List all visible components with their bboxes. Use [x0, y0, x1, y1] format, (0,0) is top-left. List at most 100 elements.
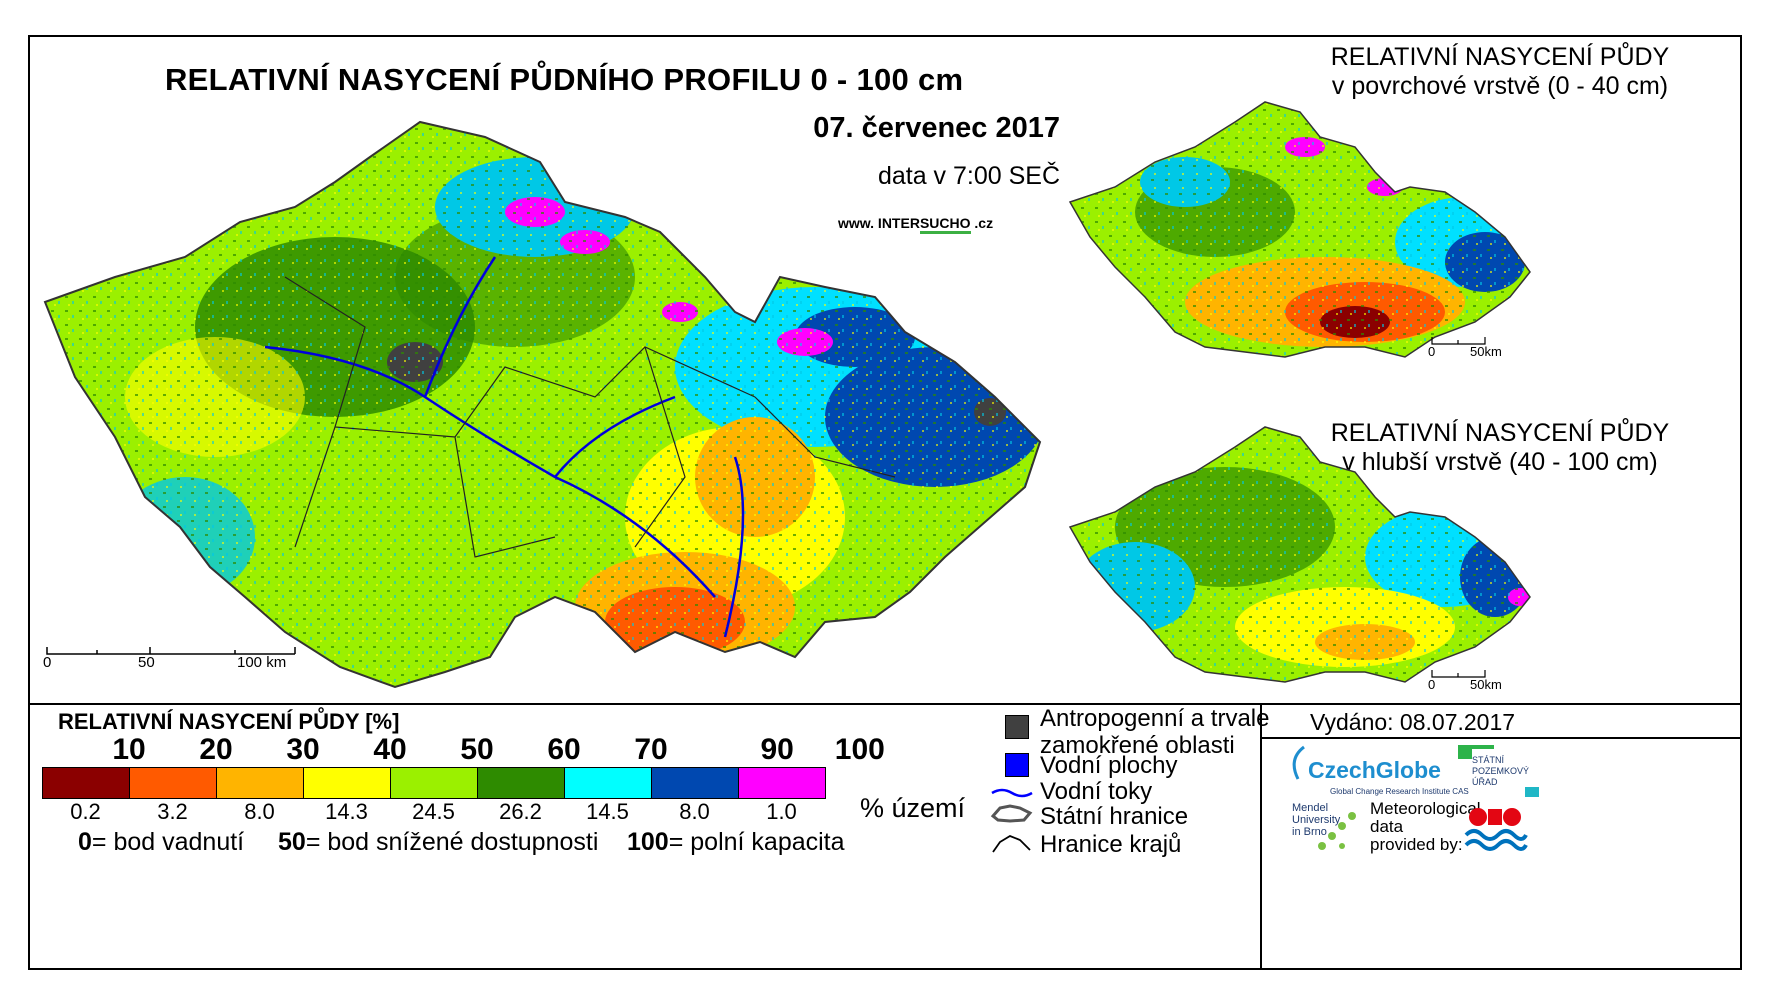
legend-def-capacity-text: = polní kapacita [668, 828, 845, 856]
mendel-line2: University [1292, 814, 1341, 826]
spu-logo-icon [1458, 745, 1472, 759]
legend-pct-0: 0.2 [70, 799, 101, 824]
legend-tick-50: 50 [460, 733, 494, 766]
inset-bottom-scale-0: 0 [1428, 677, 1436, 692]
website-prefix: www. INTER [838, 215, 920, 231]
legend-def-reduced-text: = bod snížené dostupnosti [305, 828, 599, 856]
legend-pct-2: 8.0 [244, 799, 275, 824]
spu-line3: ÚŘAD [1472, 777, 1498, 787]
inset-top-title-line2: v povrchové vrstvě (0 - 40 cm) [1331, 72, 1669, 100]
footer-divider-horizontal [1260, 737, 1742, 739]
main-title: RELATIVNÍ NASYCENÍ PŮDNÍHO PROFILU 0 - 1… [165, 62, 964, 97]
main-map [43, 120, 1042, 689]
state-border-icon [990, 804, 1033, 823]
legend-swatch-8 [738, 767, 826, 799]
website-link[interactable]: www. INTERSUCHO .cz [838, 215, 994, 234]
chmi-logo-icon [1464, 808, 1528, 851]
legend-pct-8: 1.0 [766, 799, 797, 824]
legend-pct-3: 14.3 [325, 799, 368, 824]
main-date: 07. červenec 2017 [813, 112, 1060, 144]
scalebar-100: 100 km [237, 654, 287, 671]
anthropogenic-swatch [1005, 715, 1029, 739]
footer-divider-vertical [1260, 703, 1262, 970]
czechglobe-logo: CzechGlobe [1308, 757, 1441, 783]
legend-swatch-6 [564, 767, 652, 799]
legend-swatch-7 [651, 767, 739, 799]
legend-swatch-1 [129, 767, 217, 799]
meteo-line2: data [1370, 817, 1404, 836]
legend-def-reduced-value: 50 [278, 828, 306, 856]
anthropogenic-line1: Antropogenní a trvale [1040, 705, 1270, 732]
legend-pct-4: 24.5 [412, 799, 455, 824]
inset-bottom-title-line1: RELATIVNÍ NASYCENÍ PŮDY [1330, 419, 1670, 447]
legend-def-wilting-text: = bod vadnutí [91, 828, 245, 856]
legend-tick-90: 90 [760, 733, 794, 766]
czechglobe-subtitle: Global Change Research Institute CAS [1330, 787, 1469, 796]
legend-tick-20: 20 [199, 733, 233, 766]
legend-swatch-4 [390, 767, 478, 799]
rivers-label: Vodní toky [1040, 778, 1153, 805]
anthropogenic-line2: zamokřené oblasti [1040, 732, 1235, 759]
legend-swatch-3 [303, 767, 391, 799]
inset-map-deep [1068, 426, 1531, 683]
legend-def-wilting-value: 0 [78, 828, 92, 856]
state-border-label: Státní hranice [1040, 803, 1189, 830]
inset-bottom-scale-50: 50km [1470, 677, 1502, 692]
legend-tick-40: 40 [373, 733, 407, 766]
inset-top-scale-0: 0 [1428, 344, 1436, 359]
legend-pct-7: 8.0 [679, 799, 710, 824]
scalebar-0: 0 [43, 654, 52, 671]
legend-tick-100: 100 [834, 733, 885, 766]
mendel-line3: in Brno [1292, 826, 1327, 838]
legend-tick-30: 30 [286, 733, 320, 766]
mendel-university-logo: Mendel University in Brno [1292, 802, 1340, 838]
map-frame: RELATIVNÍ NASYCENÍ PŮDNÍHO PROFILU 0 - 1… [28, 35, 1742, 970]
legend-swatch-0 [42, 767, 130, 799]
main-time: data v 7:00 SEČ [877, 162, 1060, 190]
inset-top-title-line1: RELATIVNÍ NASYCENÍ PŮDY [1330, 43, 1670, 71]
legend-def-wilting: 0= bod vadnutí [78, 828, 244, 857]
legend-tick-10: 10 [112, 733, 146, 766]
anthropogenic-label: Antropogenní a trvale zamokřené oblasti [1040, 705, 1270, 759]
water-bodies-swatch [1005, 753, 1029, 777]
meteo-line1: Meteorological [1370, 799, 1481, 818]
scalebar-50: 50 [138, 654, 155, 671]
main-scalebar [46, 647, 296, 655]
legend-pct-unit: % území [860, 793, 966, 823]
spu-line1: STÁTNÍ [1472, 755, 1505, 765]
inset-bottom-title-line2: v hlubší vrstvě (40 - 100 cm) [1342, 448, 1658, 476]
inset-top-scale-50: 50km [1470, 344, 1502, 359]
mendel-line1: Mendel [1292, 802, 1329, 814]
meteo-line3: provided by: [1370, 835, 1463, 854]
inset-top-title: RELATIVNÍ NASYCENÍ PŮDY v povrchové vrst… [1270, 43, 1730, 101]
legend-divider [30, 703, 1740, 705]
regional-border-icon [992, 834, 1031, 853]
website-suffix: .cz [970, 215, 994, 231]
spu-logo-text: STÁTNÍ POZEMKOVÝ ÚŘAD [1472, 755, 1529, 788]
legend-title: RELATIVNÍ NASYCENÍ PŮDY [%] [58, 709, 400, 734]
regional-border-label: Hranice krajů [1040, 831, 1182, 858]
spu-line2: POZEMKOVÝ [1472, 766, 1530, 776]
spu-accent-icon [1525, 787, 1539, 797]
mendel-dots-icon [1318, 812, 1356, 850]
legend-def-capacity-value: 100 [627, 828, 669, 856]
inset-bottom-scalebar [1431, 670, 1486, 678]
legend-pct-6: 14.5 [586, 799, 629, 824]
legend-swatch-5 [477, 767, 565, 799]
water-bodies-label: Vodní plochy [1040, 752, 1178, 779]
legend-def-reduced: 50= bod snížené dostupnosti [278, 828, 598, 857]
meteo-data-credit: Meteorological data provided by: [1370, 800, 1481, 854]
spu-logo-icon-bar [1472, 745, 1494, 749]
legend-def-capacity: 100= polní kapacita [627, 828, 845, 857]
inset-top-scalebar [1431, 337, 1486, 345]
legend-tick-60: 60 [547, 733, 581, 766]
inset-map-surface [1068, 101, 1531, 358]
czechglobe-logo-icon [1292, 745, 1305, 780]
website-mid: SUCHO [919, 215, 971, 234]
rivers-line-icon [991, 788, 1033, 798]
legend-pct-1: 3.2 [157, 799, 188, 824]
issued-date: Vydáno: 08.07.2017 [1310, 709, 1516, 735]
legend-tick-70: 70 [634, 733, 668, 766]
legend-swatch-2 [216, 767, 304, 799]
inset-bottom-title: RELATIVNÍ NASYCENÍ PŮDY v hlubší vrstvě … [1270, 419, 1730, 477]
